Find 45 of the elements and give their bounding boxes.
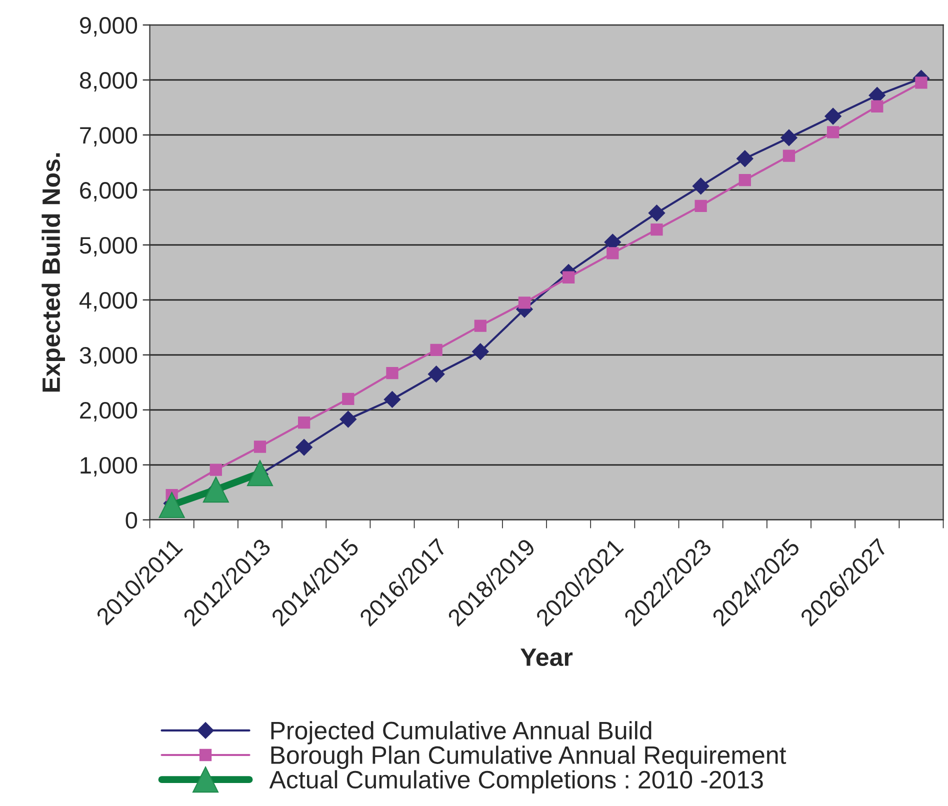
point: [386, 366, 398, 380]
point: [871, 100, 884, 112]
point: [738, 174, 751, 186]
point: [210, 464, 222, 476]
y-tick-label: 7,000: [80, 127, 138, 147]
point: [472, 343, 489, 360]
point: [246, 460, 274, 486]
point: [606, 247, 619, 260]
point: [562, 271, 575, 284]
point: [384, 391, 401, 408]
y-tick-label: 9,000: [80, 17, 138, 37]
point: [648, 204, 666, 222]
point: [518, 296, 531, 309]
point: [342, 392, 354, 405]
point: [915, 76, 928, 89]
legend-label: Borough Plan Cumulative Annual Requirement: [271, 746, 786, 769]
point: [296, 438, 312, 456]
legend-label: Projected Cumulative Annual Build: [271, 721, 652, 744]
x-axis-title: Year: [520, 648, 573, 666]
point: [428, 366, 445, 383]
point: [298, 416, 310, 429]
y-tick-label: 0: [126, 512, 138, 529]
point: [254, 440, 266, 453]
y-tick-label: 8,000: [80, 72, 138, 92]
y-tick-label: 3,000: [80, 346, 138, 366]
y-tick-label: 6,000: [80, 182, 138, 202]
y-tick-label: 4,000: [79, 292, 138, 312]
y-tick-label: 2,000: [80, 402, 138, 422]
point: [474, 320, 486, 332]
point: [202, 476, 229, 503]
point: [782, 150, 796, 162]
point: [824, 108, 842, 125]
y-tick-label: 5,000: [80, 237, 138, 257]
point: [158, 492, 185, 518]
point: [692, 178, 710, 194]
y-tick-label: 1,000: [80, 456, 138, 476]
y-axis-title: Expected Build Nos.: [42, 153, 66, 392]
point: [430, 344, 442, 356]
legend-label: Actual Cumulative Completions : 2010 -2013: [269, 770, 763, 794]
point: [736, 150, 754, 167]
point: [650, 223, 663, 236]
point: [340, 410, 357, 428]
point: [694, 200, 707, 212]
point: [780, 129, 798, 146]
point: [826, 126, 840, 138]
